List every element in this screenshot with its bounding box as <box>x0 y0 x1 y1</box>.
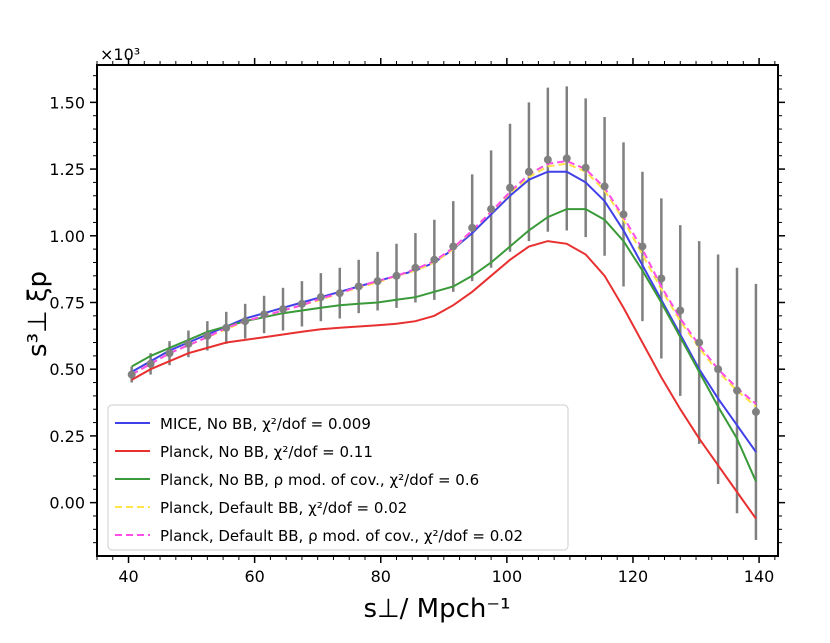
legend-box <box>107 404 569 551</box>
data-point <box>619 210 628 219</box>
data-point <box>430 255 439 264</box>
x-tick-label: 140 <box>744 567 775 586</box>
data-point <box>279 305 288 314</box>
y-tick-label: 1.50 <box>49 93 85 112</box>
y-scale-label: ×10³ <box>100 45 140 64</box>
data-point <box>657 274 666 283</box>
data-point <box>714 365 723 374</box>
x-tick-label: 60 <box>244 567 264 586</box>
data-point <box>562 154 571 163</box>
data-point <box>468 223 477 232</box>
data-point <box>543 155 552 164</box>
data-point <box>638 242 647 251</box>
data-point <box>600 182 609 191</box>
data-point <box>260 310 269 319</box>
data-point <box>146 359 155 368</box>
data-point <box>354 282 363 291</box>
data-point <box>316 293 325 302</box>
data-point <box>581 163 590 172</box>
y-tick-label: 1.00 <box>49 227 85 246</box>
legend-entry: MICE, No BB, χ²/dof = 0.009 <box>160 415 371 433</box>
legend-entry: Planck, No BB, χ²/dof = 0.11 <box>160 443 373 461</box>
data-point <box>449 242 458 251</box>
x-axis-title: s⊥/ Mpch⁻¹ <box>363 594 510 624</box>
data-point <box>165 349 174 358</box>
data-point <box>524 167 533 176</box>
data-points <box>127 154 760 416</box>
y-tick-label: 0.25 <box>49 427 85 446</box>
y-tick-label: 0.75 <box>49 293 85 312</box>
data-point <box>695 338 704 347</box>
legend-entry: Planck, Default BB, χ²/dof = 0.02 <box>160 499 407 517</box>
data-point <box>203 331 212 340</box>
data-point <box>184 339 193 348</box>
data-point <box>392 271 401 280</box>
x-tick-label: 40 <box>118 567 138 586</box>
y-tick-label: 0.00 <box>49 494 85 513</box>
legend-entry: Planck, No BB, ρ mod. of cov., χ²/dof = … <box>160 471 479 489</box>
x-tick-label: 120 <box>618 567 649 586</box>
x-tick-label: 100 <box>492 567 523 586</box>
data-point <box>506 183 515 192</box>
data-point <box>335 289 344 298</box>
data-point <box>222 323 231 332</box>
plot-frame <box>96 64 779 557</box>
data-point <box>733 386 742 395</box>
data-point <box>487 205 496 214</box>
y-tick-label: 0.50 <box>49 360 85 379</box>
data-point <box>373 277 382 286</box>
data-point <box>676 306 685 315</box>
series-line <box>131 240 757 520</box>
tick-labels: 40 60 80 100 120 140 0.00 0.25 0.50 0.75 1.00 1.25 1… <box>49 93 774 586</box>
legend: MICE, No BB, χ²/dof = 0.009 Planck, No BB… <box>107 404 569 551</box>
legend-entry: Planck, Default BB, ρ mod. of cov., χ²/d… <box>160 527 523 545</box>
y-axis-title: s³⊥ ξp <box>23 271 53 357</box>
data-point <box>127 370 136 379</box>
series-lines <box>131 160 757 520</box>
data-point <box>751 407 760 416</box>
data-point <box>411 263 420 272</box>
data-point <box>241 317 250 326</box>
data-point <box>297 299 306 308</box>
series-line <box>131 160 757 405</box>
x-tick-label: 80 <box>371 567 391 586</box>
y-tick-label: 1.25 <box>49 160 85 179</box>
